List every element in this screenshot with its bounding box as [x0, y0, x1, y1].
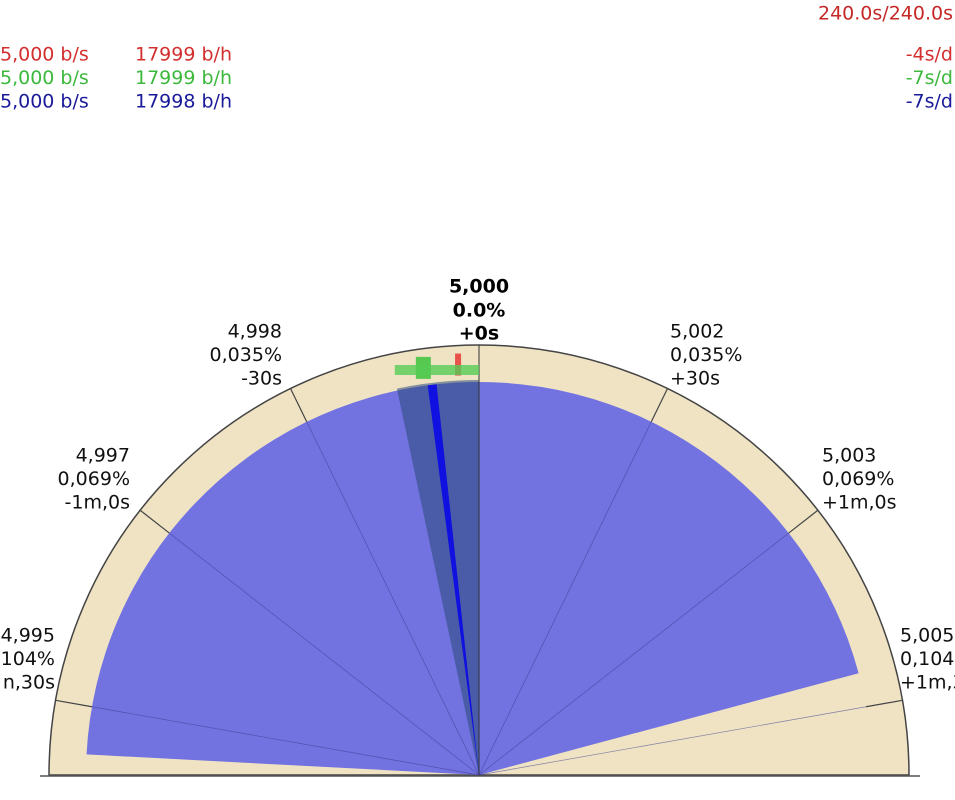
- scale-offset: +1m,0s: [822, 492, 897, 514]
- scale-percent: 0,104: [900, 648, 954, 670]
- elapsed: 240.0s/240.0s: [818, 3, 953, 25]
- scale-percent: 0,035%: [670, 344, 742, 366]
- row-rate: 5,000 b/s: [0, 91, 89, 113]
- scale-offset: +30s: [670, 368, 720, 390]
- scale-rate: 5,002: [670, 321, 724, 343]
- scale-rate: 5,005: [900, 625, 954, 647]
- center-rate: 5,000: [449, 276, 509, 298]
- fan-line: [478, 421, 652, 776]
- scale-percent: 0,069%: [58, 468, 130, 490]
- row-drift: -7s/d: [906, 67, 953, 89]
- fan-line: [91, 706, 480, 776]
- scale-rate: 4,998: [228, 321, 282, 343]
- scale-offset: +1m,3: [900, 672, 955, 694]
- tick: [55, 699, 93, 708]
- fan-line: [306, 421, 480, 776]
- scale-rate: 4,997: [76, 445, 130, 467]
- green-band: [394, 365, 479, 375]
- scale-rate: 5,003: [822, 445, 876, 467]
- row-drift: -7s/d: [906, 91, 953, 113]
- tick: [289, 388, 308, 423]
- needle: [427, 384, 479, 775]
- row-hourly: 17999 b/h: [135, 44, 232, 66]
- tick: [788, 509, 819, 534]
- row-hourly: 17998 b/h: [135, 91, 232, 113]
- center-offset: +0s: [459, 323, 499, 345]
- gauge: [40, 344, 920, 777]
- scale-offset: -30s: [241, 368, 282, 390]
- fan-line: [478, 706, 867, 776]
- scale-percent: 0,069%: [822, 468, 894, 490]
- scale-offset: n,30s: [3, 672, 55, 694]
- fan-line: [169, 532, 480, 776]
- scale-percent: 104%: [1, 648, 55, 670]
- scale-percent: 0,035%: [210, 344, 282, 366]
- needle-tip: [455, 353, 462, 376]
- scale-offset: -1m,0s: [65, 492, 130, 514]
- tick: [139, 509, 170, 534]
- spread-wedge: [396, 380, 479, 775]
- tick: [650, 388, 669, 423]
- row-hourly: 17999 b/h: [135, 67, 232, 89]
- row-rate: 5,000 b/s: [0, 67, 89, 89]
- center-percent: 0.0%: [453, 300, 506, 322]
- row-rate: 5,000 b/s: [0, 44, 89, 66]
- scale-rate: 4,995: [1, 625, 55, 647]
- tick: [865, 699, 903, 708]
- fan-line: [478, 532, 789, 776]
- row-drift: -4s/d: [906, 44, 953, 66]
